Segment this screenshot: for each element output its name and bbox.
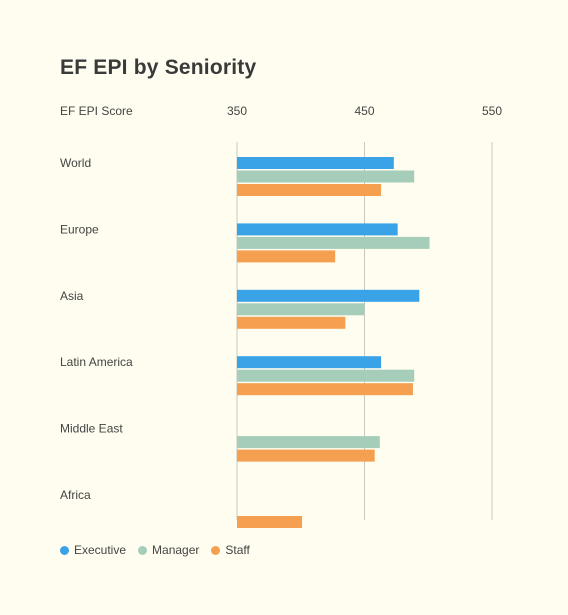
x-tick-label: 350 — [227, 104, 247, 118]
bar-manager-world — [237, 170, 415, 183]
category-label: World — [60, 156, 91, 170]
legend-swatch — [138, 545, 148, 555]
x-tick-label: 550 — [482, 104, 502, 118]
bar-executive-europe — [237, 223, 398, 236]
chart-title: EF EPI by Seniority — [60, 56, 257, 79]
bar-executive-world — [237, 157, 394, 169]
bar-staff-middle-east — [237, 449, 375, 462]
bar-executive-asia — [237, 289, 420, 302]
bar-manager-middle-east — [237, 436, 380, 449]
category-label: Africa — [60, 488, 91, 502]
legend: Executive Manager Staff — [60, 543, 262, 557]
bar-manager-asia — [237, 303, 365, 316]
bar-staff-world — [237, 184, 382, 196]
legend-item: Staff — [211, 543, 250, 557]
x-axis-label: EF EPI Score — [60, 104, 133, 118]
legend-item: Executive — [60, 543, 126, 557]
category-label: Europe — [60, 222, 99, 236]
bar-manager-europe — [237, 236, 430, 249]
category-label: Middle East — [60, 422, 123, 436]
category-label: Latin America — [60, 355, 133, 369]
bar-staff-africa — [237, 516, 303, 528]
legend-label: Executive — [74, 543, 127, 557]
legend-label: Staff — [225, 543, 250, 557]
bar-manager-latin-america — [237, 369, 415, 382]
legend-swatch — [211, 545, 221, 555]
x-tick-label: 450 — [354, 104, 374, 118]
bar-staff-europe — [237, 250, 336, 263]
legend-swatch — [60, 545, 69, 555]
category-label: Asia — [60, 289, 84, 303]
legend-label: Manager — [152, 543, 200, 557]
bar-staff-asia — [237, 316, 346, 329]
bar-executive-latin-america — [237, 356, 382, 369]
bar-staff-latin-america — [237, 383, 413, 396]
legend-item: Manager — [138, 543, 199, 557]
